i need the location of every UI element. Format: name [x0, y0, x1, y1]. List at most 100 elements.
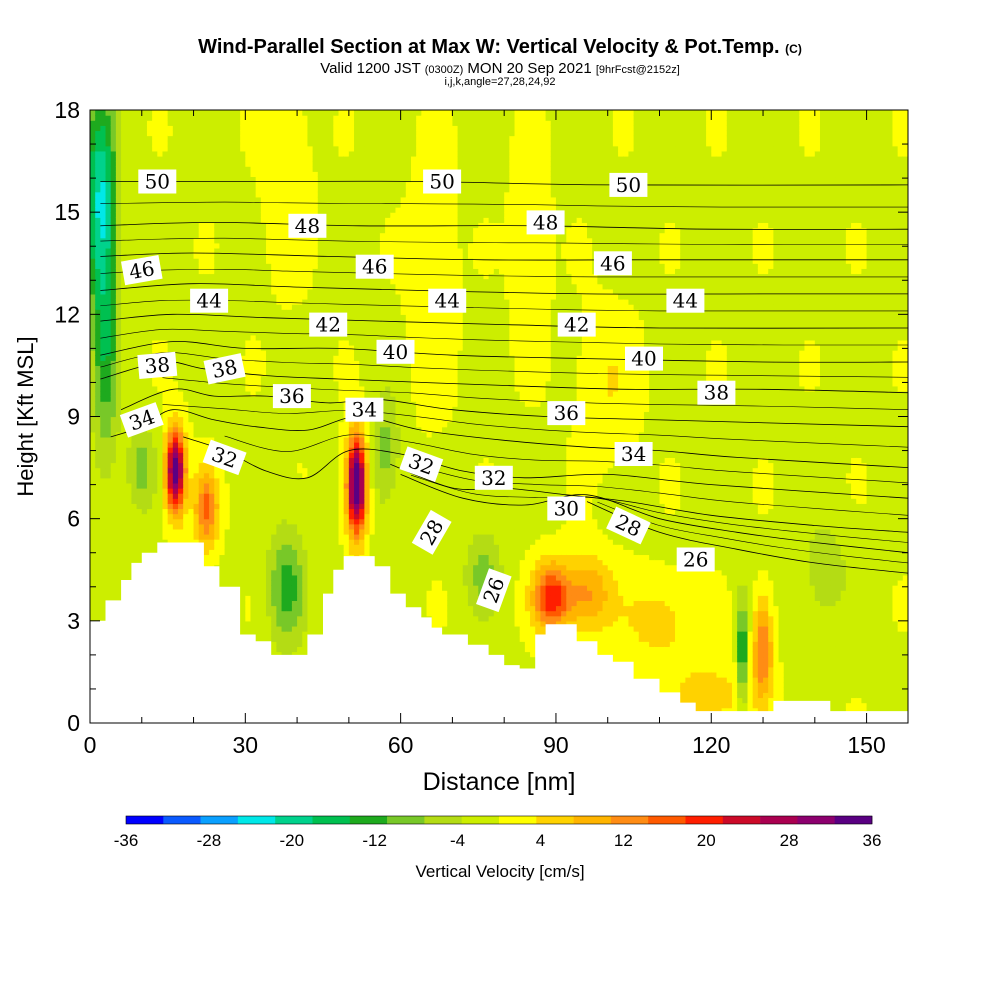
- velocity-cell: [291, 314, 298, 321]
- velocity-cell: [152, 344, 158, 351]
- velocity-cell: [121, 120, 127, 126]
- velocity-cell: [276, 125, 283, 132]
- velocity-cell: [136, 493, 143, 499]
- velocity-cell: [234, 299, 241, 305]
- velocity-cell: [110, 493, 117, 499]
- velocity-cell: [115, 135, 122, 142]
- velocity-cell: [219, 196, 226, 203]
- velocity-cell: [209, 329, 215, 336]
- velocity-cell: [291, 549, 298, 556]
- velocity-cell: [126, 196, 133, 203]
- velocity-cell: [291, 293, 298, 300]
- velocity-cell: [240, 171, 246, 178]
- velocity-cell: [224, 161, 231, 167]
- velocity-cell: [131, 488, 138, 494]
- velocity-cell: [302, 651, 309, 658]
- velocity-cell: [178, 462, 184, 469]
- velocity-cell: [245, 319, 252, 326]
- velocity-cell: [198, 498, 205, 504]
- velocity-cell: [234, 528, 241, 535]
- velocity-cell: [131, 125, 138, 132]
- velocity-cell: [198, 467, 205, 474]
- velocity-cell: [271, 416, 277, 423]
- velocity-cell: [105, 365, 112, 372]
- velocity-cell: [136, 130, 143, 137]
- velocity-cell: [240, 258, 246, 264]
- velocity-cell: [105, 125, 112, 132]
- velocity-cell: [229, 477, 236, 484]
- velocity-cell: [281, 579, 288, 586]
- velocity-cell: [141, 130, 148, 137]
- velocity-cell: [266, 549, 272, 556]
- velocity-cell: [188, 150, 195, 157]
- velocity-cell: [245, 135, 252, 142]
- velocity-cell: [281, 247, 288, 254]
- velocity-cell: [167, 452, 174, 458]
- velocity-cell: [266, 360, 272, 367]
- velocity-cell: [90, 498, 96, 504]
- velocity-cell: [291, 196, 298, 203]
- velocity-cell: [229, 329, 236, 336]
- velocity-cell: [245, 222, 252, 229]
- velocity-cell: [100, 610, 107, 617]
- velocity-cell: [110, 401, 117, 407]
- velocity-cell: [178, 344, 184, 351]
- velocity-cell: [281, 176, 288, 183]
- velocity-cell: [115, 278, 122, 285]
- velocity-cell: [90, 304, 96, 310]
- velocity-cell: [193, 186, 200, 193]
- velocity-cell: [110, 314, 117, 321]
- velocity-cell: [110, 227, 117, 234]
- velocity-cell: [255, 595, 262, 601]
- velocity-cell: [100, 130, 107, 137]
- velocity-cell: [188, 263, 195, 269]
- velocity-cell: [276, 585, 283, 591]
- velocity-cell: [297, 155, 303, 162]
- velocity-cell: [95, 115, 101, 121]
- velocity-cell: [95, 329, 101, 336]
- velocity-cell: [203, 253, 210, 259]
- velocity-cell: [250, 293, 257, 300]
- velocity-cell: [229, 549, 236, 556]
- velocity-cell: [172, 421, 179, 428]
- velocity-cell: [260, 488, 267, 494]
- velocity-cell: [100, 196, 107, 203]
- velocity-cell: [152, 319, 158, 326]
- velocity-cell: [110, 559, 117, 566]
- velocity-cell: [193, 482, 200, 489]
- velocity-cell: [141, 166, 148, 172]
- velocity-cell: [209, 523, 215, 530]
- velocity-cell: [302, 447, 309, 453]
- velocity-cell: [245, 217, 252, 223]
- velocity-cell: [100, 150, 107, 157]
- velocity-cell: [271, 360, 277, 367]
- velocity-cell: [255, 539, 262, 545]
- velocity-cell: [183, 288, 189, 295]
- velocity-cell: [302, 488, 309, 494]
- velocity-cell: [172, 309, 179, 315]
- velocity-cell: [178, 232, 184, 239]
- velocity-cell: [95, 436, 101, 443]
- velocity-cell: [255, 569, 262, 576]
- velocity-cell: [250, 406, 257, 412]
- velocity-cell: [276, 452, 283, 458]
- velocity-cell: [297, 518, 303, 525]
- velocity-cell: [167, 120, 174, 126]
- velocity-cell: [219, 120, 226, 126]
- velocity-cell: [203, 396, 210, 402]
- velocity-cell: [115, 242, 122, 249]
- velocity-cell: [110, 431, 117, 438]
- velocity-cell: [203, 258, 210, 264]
- velocity-cell: [141, 488, 148, 494]
- velocity-cell: [110, 145, 117, 152]
- velocity-cell: [95, 145, 101, 152]
- velocity-cell: [302, 442, 309, 448]
- velocity-cell: [276, 595, 283, 601]
- velocity-cell: [245, 442, 252, 448]
- velocity-cell: [260, 549, 267, 556]
- velocity-cell: [95, 293, 101, 300]
- velocity-cell: [198, 314, 205, 321]
- velocity-cell: [110, 288, 117, 295]
- velocity-cell: [291, 503, 298, 510]
- velocity-cell: [281, 125, 288, 132]
